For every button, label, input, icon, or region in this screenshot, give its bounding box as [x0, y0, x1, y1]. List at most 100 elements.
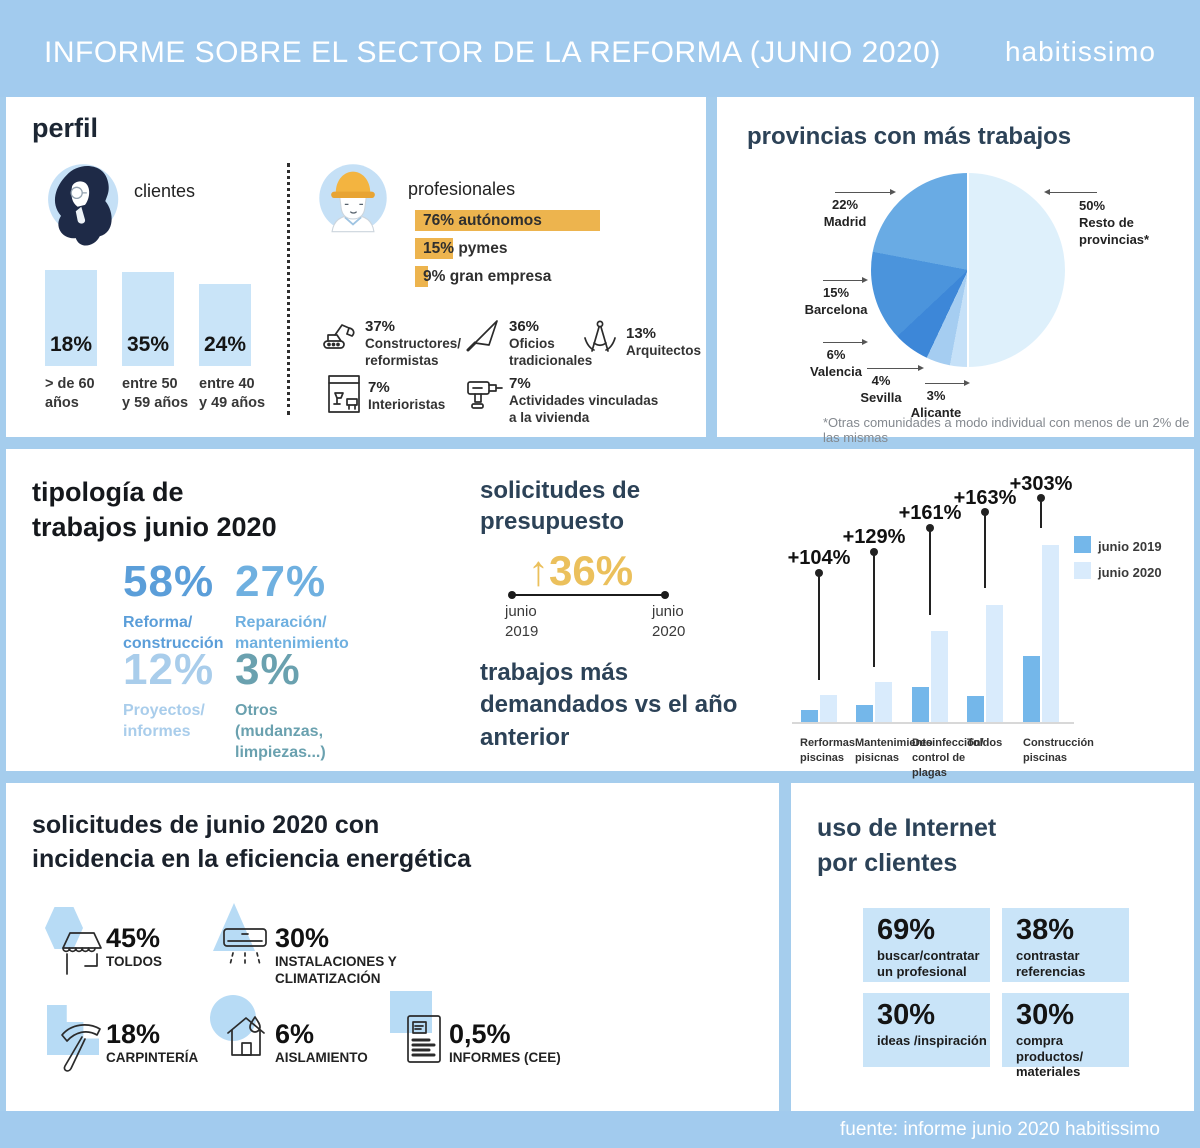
bar-2019 — [1023, 656, 1040, 722]
role-label: Interioristas — [368, 397, 446, 412]
internet-title: uso de Internet por clientes — [817, 814, 997, 877]
resto-label: 50% Resto de provincias* — [1079, 198, 1150, 247]
bar-2020 — [1042, 545, 1059, 722]
bar-2019 — [967, 696, 984, 722]
alicante-pointer — [925, 380, 970, 386]
efficiency-label: INSTALACIONES Y CLIMATIZACIÓN — [275, 954, 397, 986]
square-shape — [390, 991, 432, 1033]
interior-cabinet-icon — [326, 373, 362, 415]
legend-label-2020: junio 2020 — [1098, 565, 1162, 580]
company-type-bar — [415, 210, 600, 231]
internet-panel: uso de Internet por clientes 69% buscar/… — [791, 783, 1194, 1111]
role-label: Actividades vinculadas a la vivienda — [509, 393, 659, 426]
age-bar-label: entre 40 y 49 años — [199, 376, 266, 411]
house-drop-icon — [222, 1009, 270, 1061]
header-band: INFORME SOBRE EL SECTOR DE LA REFORMA (J… — [0, 0, 1200, 97]
role-item: 37% Constructores/ reformistas — [365, 318, 461, 370]
hammer-icon — [52, 1013, 108, 1075]
compass-icon — [583, 318, 617, 356]
stat-value: 27% — [235, 557, 327, 606]
category-label: Desinfección/ control de plagas — [912, 737, 984, 779]
bar-2020 — [986, 605, 1003, 722]
efficiency-label: INFORMES (CEE) — [449, 1050, 561, 1065]
card-label: compra productos/ materiales — [1016, 1033, 1084, 1080]
efficiency-value: 30% — [275, 923, 330, 953]
demanded-title: trabajos más demandados vs el año anteri… — [480, 659, 738, 751]
age-bar-label: > de 60 años — [45, 376, 95, 411]
role-item: 7% Actividades vinculadas a la vivienda — [509, 375, 658, 427]
trowel-icon — [465, 317, 501, 353]
budget-timeline — [508, 591, 669, 599]
efficiency-value: 0,5% — [449, 1019, 511, 1049]
pie-gap-line — [967, 173, 969, 367]
growth-annotation: +303% — [1009, 473, 1073, 495]
middle-panel: tipología de trabajos junio 2020 58% Ref… — [6, 449, 1194, 779]
efficiency-value: 6% — [275, 1019, 315, 1049]
awning-icon — [58, 928, 106, 980]
role-item: 7% Interioristas — [368, 379, 445, 413]
age-bar-50-59: 35% — [122, 272, 174, 366]
alicante-label: 3% Alicante — [910, 388, 962, 420]
role-label: Arquitectos — [626, 343, 702, 358]
stat-value: 3% — [235, 645, 301, 694]
resto-pointer — [1044, 189, 1097, 195]
bar-2020 — [931, 631, 948, 722]
role-item: 36% Oficios tradicionales — [509, 318, 592, 370]
age-bar-60plus: 18% — [45, 270, 97, 366]
efficiency-value: 18% — [106, 1019, 161, 1049]
provinces-panel: provincias con más trabajos 22% Madrid 50… — [717, 97, 1194, 445]
age-bar-label: entre 50 y 59 años — [122, 376, 189, 411]
typology-title: tipología de trabajos junio 2020 — [32, 477, 277, 543]
budget-title: solicitudes de presupuesto — [480, 477, 641, 536]
stat-value: 12% — [123, 645, 215, 694]
chart-baseline — [792, 722, 1074, 724]
growth-annotation: +161% — [898, 502, 962, 524]
profile-panel: perfil clientes 18% 35% 24% > de 60 años… — [6, 97, 706, 437]
role-value: 37% — [365, 318, 396, 335]
madrid-label: 22% Madrid — [823, 197, 867, 229]
sevilla-label: 4% Sevilla — [860, 373, 902, 405]
internet-card: 30% compra productos/ materiales — [1002, 993, 1129, 1079]
valencia-pointer — [823, 339, 868, 345]
provinces-title: provincias con más trabajos — [747, 123, 1072, 150]
woman-avatar — [40, 155, 130, 251]
growth-annotation: +104% — [787, 547, 851, 569]
internet-card: 30% ideas /inspiración — [863, 993, 990, 1067]
category-label: Construcción piscinas — [1023, 737, 1094, 764]
card-value: 30% — [1016, 999, 1075, 1031]
annotation-line — [870, 548, 878, 667]
sevilla-pointer — [867, 365, 924, 371]
card-value: 69% — [877, 914, 936, 946]
category-label: Mantenimiento pisicnas — [855, 737, 933, 764]
stat-label: Reforma/ construcción — [123, 614, 224, 652]
valencia-label: 6% Valencia — [809, 347, 863, 379]
stat-label: Reparación/ mantenimiento — [235, 614, 349, 652]
efficiency-panel: solicitudes de junio 2020 con incidencia… — [6, 783, 779, 1111]
typology-stat: 27% Reparación/ mantenimiento — [235, 557, 349, 655]
efficiency-label: AISLAMIENTO — [275, 1050, 368, 1065]
circle-shape — [210, 995, 256, 1041]
growth-annotation: +129% — [842, 526, 906, 548]
efficiency-label: CARPINTERÍA — [106, 1050, 199, 1065]
footer-band: fuente: informe junio 2020 habitissimo — [0, 1111, 1200, 1148]
card-value: 30% — [877, 999, 936, 1031]
provinces-footnote: *Otras comunidades a modo individual con… — [823, 415, 1190, 445]
budget-from: junio 2019 — [505, 603, 539, 641]
age-bar-value: 18% — [49, 333, 93, 356]
bar-2020 — [875, 682, 892, 722]
typology-stat: 58% Reforma/ construcción — [123, 557, 223, 655]
stat-label: Otros (mudanzas, limpiezas...) — [235, 702, 326, 761]
legend-swatch-2019 — [1074, 536, 1091, 553]
madrid-pointer — [835, 189, 896, 195]
efficiency-label: TOLDOS — [106, 954, 163, 969]
growth-annotation: +163% — [953, 487, 1017, 509]
role-value: 13% — [626, 325, 657, 342]
internet-card: 69% buscar/contratar un profesional — [863, 908, 990, 982]
annotation-line — [815, 569, 823, 680]
annotation-line — [981, 508, 989, 588]
age-bar-value: 24% — [203, 333, 247, 356]
dotted-divider — [287, 163, 290, 415]
card-label: contrastar referencias — [1016, 948, 1086, 979]
stat-value: 58% — [123, 557, 215, 606]
